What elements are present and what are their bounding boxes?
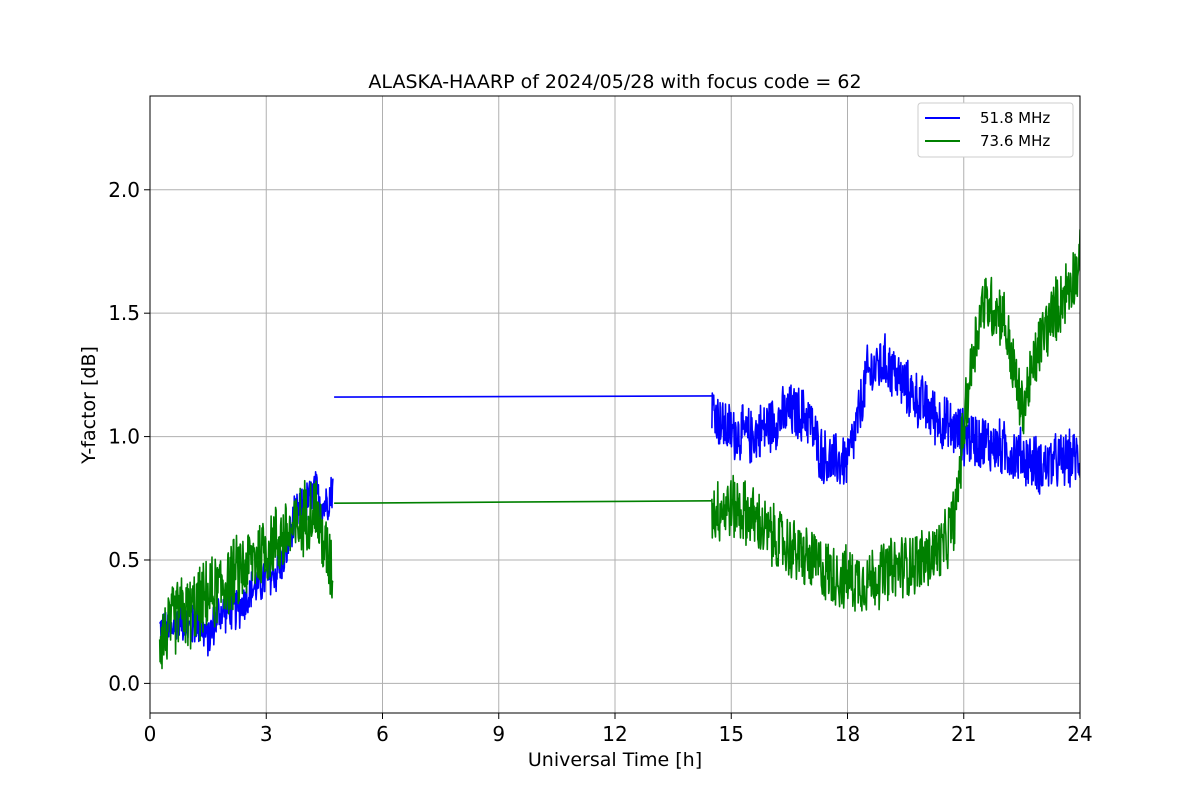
y-tick-label: 1.5 [108, 301, 140, 325]
x-tick-label: 3 [260, 722, 273, 746]
legend-box [917, 102, 1074, 158]
series-line [158, 479, 334, 670]
y-tick-label: 1.0 [108, 425, 140, 449]
series-73-6-mhz [158, 229, 1080, 670]
series-line [711, 333, 1080, 495]
series-line [711, 229, 1080, 612]
chart-title: ALASKA-HAARP of 2024/05/28 with focus co… [368, 71, 861, 93]
legend-label-73-6: 73.6 MHz [980, 132, 1050, 150]
x-tick-label: 0 [144, 722, 157, 746]
y-tick-label: 0.0 [108, 671, 140, 695]
x-tick-label: 9 [492, 722, 505, 746]
y-tick-label: 2.0 [108, 178, 140, 202]
x-tick-label: 12 [602, 722, 627, 746]
x-tick-label: 21 [951, 722, 976, 746]
y-axis-label: Y-factor [dB] [78, 346, 100, 465]
x-axis-label: Universal Time [h] [528, 749, 702, 771]
x-tick-label: 15 [719, 722, 744, 746]
legend: 51.8 MHz 73.6 MHz [917, 102, 1074, 158]
legend-label-51-8: 51.8 MHz [980, 109, 1050, 127]
series-line [334, 500, 712, 504]
series-layer [158, 229, 1080, 670]
y-tick-label: 0.5 [108, 548, 140, 572]
x-tick-label: 6 [376, 722, 389, 746]
series-line [334, 395, 712, 398]
x-tick-label: 18 [835, 722, 860, 746]
x-tick-label: 24 [1067, 722, 1092, 746]
tick-layer: 0 3 6 9 12 15 18 21 24 0.0 0.5 1.0 1.5 2.0 [108, 178, 1093, 746]
